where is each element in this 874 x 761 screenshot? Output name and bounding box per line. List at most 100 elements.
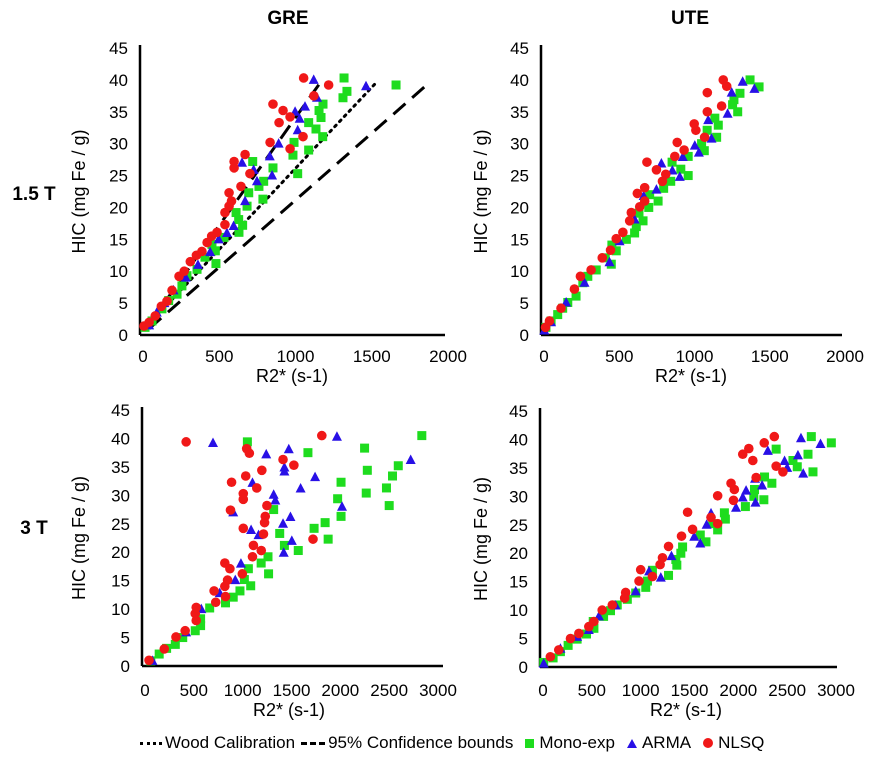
mono-exp-point bbox=[391, 80, 401, 90]
y-tick-label: 15 bbox=[510, 230, 529, 249]
arma-point bbox=[278, 547, 289, 557]
mono-exp-point bbox=[238, 220, 248, 230]
y-tick-label: 35 bbox=[109, 103, 128, 122]
mono-exp-point bbox=[318, 99, 328, 109]
mono-exp-point bbox=[638, 216, 648, 226]
nlsq-point bbox=[611, 233, 622, 244]
square-marker-swatch bbox=[525, 738, 535, 748]
mono-exp-point bbox=[553, 310, 563, 320]
arma-point bbox=[405, 454, 416, 465]
arma-point bbox=[237, 157, 248, 167]
arma-point bbox=[361, 80, 372, 91]
mono-exp-point bbox=[154, 649, 164, 659]
mono-exp-point bbox=[667, 157, 677, 167]
x-axis-label: R2* (s-1) bbox=[650, 700, 722, 720]
nlsq-point bbox=[729, 484, 740, 495]
mono-exp-point bbox=[678, 542, 688, 552]
x-tick-label: 2000 bbox=[321, 681, 359, 700]
mono-exp-point bbox=[178, 633, 188, 643]
arma-point bbox=[630, 585, 641, 596]
y-tick-label: 45 bbox=[509, 402, 528, 421]
nlsq-point bbox=[676, 531, 687, 541]
x-tick-label: 1000 bbox=[224, 681, 262, 700]
mono-exp-point bbox=[289, 137, 299, 147]
nlsq-point bbox=[144, 317, 154, 328]
y-tick-label: 0 bbox=[119, 326, 128, 345]
y-tick-label: 25 bbox=[509, 516, 528, 535]
mono-exp-point bbox=[701, 537, 711, 547]
mono-exp-point bbox=[712, 132, 722, 142]
mono-exp-point bbox=[767, 478, 777, 488]
y-tick-label: 40 bbox=[509, 430, 528, 449]
mono-exp-point bbox=[242, 437, 252, 447]
y-tick-label: 15 bbox=[111, 572, 130, 591]
nlsq-point bbox=[220, 591, 231, 602]
nlsq-point bbox=[639, 182, 650, 193]
mono-exp-point bbox=[702, 125, 712, 135]
y-tick-label: 5 bbox=[121, 629, 130, 648]
y-tick-label: 45 bbox=[510, 39, 529, 58]
y-tick-label: 0 bbox=[519, 658, 528, 677]
mono-exp-point bbox=[314, 106, 324, 116]
y-tick-label: 10 bbox=[509, 601, 528, 620]
nlsq-point bbox=[597, 605, 608, 615]
y-tick-label: 45 bbox=[111, 401, 130, 420]
nlsq-point bbox=[597, 253, 608, 263]
nlsq-point bbox=[702, 87, 713, 98]
mono-exp-point bbox=[630, 228, 640, 238]
mono-exp-point bbox=[221, 598, 231, 608]
mono-exp-point bbox=[683, 151, 693, 161]
nlsq-point bbox=[744, 443, 754, 454]
nlsq-point bbox=[565, 633, 576, 644]
x-tick-label: 1000 bbox=[277, 347, 315, 366]
mono-exp-point bbox=[210, 246, 220, 256]
nlsq-point bbox=[584, 621, 594, 632]
nlsq-point bbox=[257, 465, 267, 476]
arma-point bbox=[294, 113, 305, 123]
y-tick-label: 10 bbox=[109, 262, 128, 281]
y-tick-label: 35 bbox=[509, 459, 528, 478]
y-tick-label: 5 bbox=[519, 630, 528, 649]
row-title-3t: 3 T bbox=[20, 518, 48, 539]
nlsq-point bbox=[737, 449, 748, 460]
nlsq-point bbox=[150, 311, 161, 321]
nlsq-point bbox=[180, 625, 190, 636]
y-tick-label: 35 bbox=[111, 458, 130, 477]
nlsq-point bbox=[663, 541, 674, 552]
row-title-1-5t: 1.5 T bbox=[12, 184, 56, 205]
mono-exp-point bbox=[246, 581, 256, 591]
arma-point bbox=[561, 296, 572, 307]
y-tick-label: 40 bbox=[111, 429, 130, 448]
mono-exp-point bbox=[788, 455, 798, 465]
nlsq-point bbox=[236, 181, 246, 192]
mono-exp-point bbox=[806, 432, 816, 442]
mono-exp-point bbox=[803, 449, 813, 459]
y-tick-label: 30 bbox=[109, 135, 128, 154]
nlsq-point bbox=[240, 471, 251, 481]
nlsq-point bbox=[159, 644, 170, 654]
mono-exp-point bbox=[642, 576, 652, 586]
x-tick-label: 0 bbox=[539, 347, 548, 366]
column-title-ute: UTE bbox=[671, 8, 709, 29]
mono-exp-point bbox=[719, 508, 729, 518]
mono-exp-point bbox=[393, 461, 403, 471]
mono-exp-point bbox=[243, 564, 253, 574]
mono-exp-point bbox=[196, 621, 206, 631]
y-tick-label: 45 bbox=[109, 39, 128, 58]
legend-item-wood: Wood Calibration bbox=[140, 733, 295, 753]
x-tick-label: 2000 bbox=[429, 347, 467, 366]
mono-exp-point bbox=[288, 150, 298, 160]
arma-point bbox=[722, 108, 733, 118]
nlsq-point bbox=[642, 157, 652, 167]
nlsq-point bbox=[268, 99, 278, 109]
mono-exp-point bbox=[231, 208, 241, 218]
arma-point bbox=[695, 538, 706, 548]
nlsq-point bbox=[244, 448, 255, 459]
scatter-panel: 0 5 10 15 20 25 30 35 40 45 0 500 1000 1500 2000 HIC (m… bbox=[69, 39, 467, 366]
arma-point bbox=[295, 483, 306, 493]
mono-exp-point bbox=[360, 443, 370, 453]
nlsq-point bbox=[687, 524, 698, 535]
mono-exp-point bbox=[607, 240, 617, 250]
nlsq-point bbox=[210, 597, 221, 608]
nlsq-point bbox=[699, 132, 710, 143]
